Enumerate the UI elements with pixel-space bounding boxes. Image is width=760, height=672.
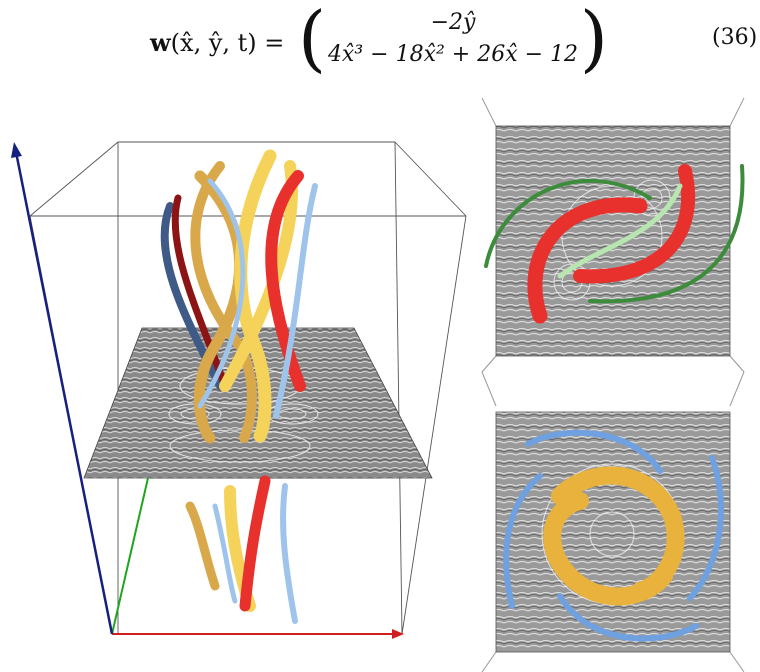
slice-view-bottom [481, 411, 745, 672]
equation-row: w(x̂, ŷ, t) = ( −2ŷ 4x̂³ − 18x̂² + 26x̂ … [0, 0, 760, 82]
equation-vector: ( −2ŷ 4x̂³ − 18x̂² + 26x̂ − 12 ) [298, 2, 608, 76]
left-parenthesis: ( [298, 0, 327, 80]
vortex-tubes-bottom [503, 429, 724, 642]
equation-function-name: w [150, 28, 171, 57]
equation-lhs: w(x̂, ŷ, t) = [150, 28, 284, 57]
coordinate-axes [11, 142, 404, 639]
vector-row-2: 4x̂³ − 18x̂² + 26x̂ − 12 [327, 42, 579, 67]
vortex-tubes-3d [160, 149, 318, 624]
equation: w(x̂, ŷ, t) = ( −2ŷ 4x̂³ − 18x̂² + 26x̂ … [150, 2, 620, 76]
slice-view-top [481, 97, 745, 407]
equation-number: (36) [712, 25, 758, 50]
equation-arguments: (x̂, ŷ, t) = [170, 29, 285, 57]
figure-graphic [11, 97, 745, 672]
right-parenthesis: ) [579, 0, 608, 80]
volume-view-3d [11, 141, 467, 639]
vortex-tubes-top [484, 164, 745, 324]
vector-row-1: −2ŷ [430, 10, 476, 35]
figure [0, 86, 760, 672]
